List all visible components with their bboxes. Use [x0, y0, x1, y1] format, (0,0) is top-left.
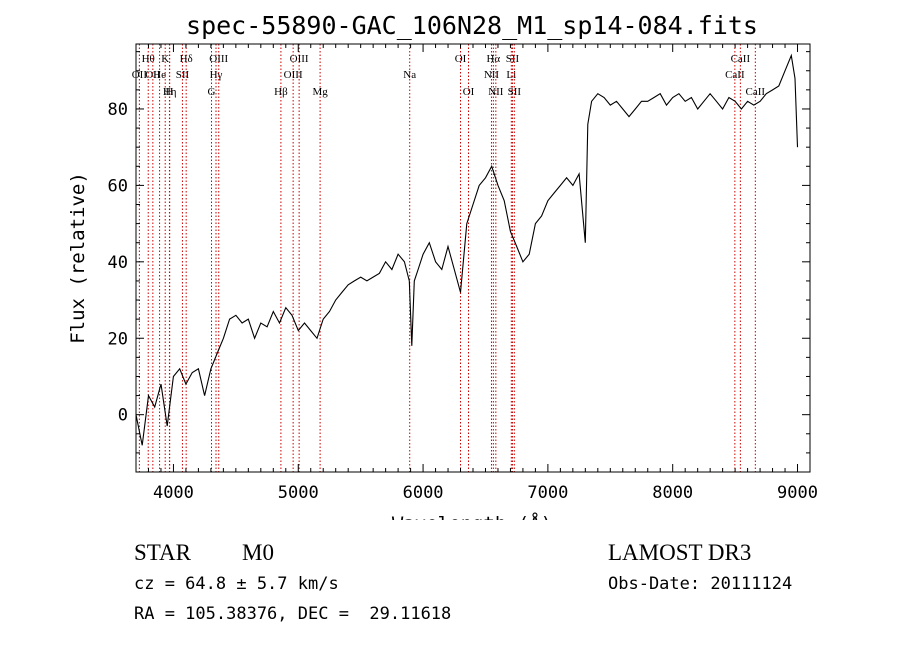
spectral-line-label: G — [208, 86, 216, 98]
spectral-line-label: OIII — [290, 53, 309, 65]
plot-frame — [135, 43, 811, 473]
spectral-line-label: OI — [455, 53, 467, 65]
spectral-line-label: Hβ — [274, 86, 288, 98]
x-tick-label: 8000 — [652, 483, 693, 503]
ra-dec: RA = 105.38376, DEC = 29.11618 — [134, 604, 452, 624]
spectral-line-label: Hθ — [142, 53, 155, 65]
x-tick-label: 4000 — [153, 483, 194, 503]
spectrum-chart: spec-55890-GAC_106N28_M1_sp14-084.fits O… — [67, 11, 818, 520]
spectral-line-label: SII — [508, 86, 522, 98]
spectral-line-label: NII — [488, 86, 504, 98]
y-tick-label: 60 — [108, 176, 128, 196]
y-tick-label: 0 — [118, 406, 128, 426]
object-class: STAR — [134, 540, 191, 565]
spectral-line-label: H — [165, 86, 173, 98]
plot-area: OIIHθOIIHeKHηHSIIHδGHγOIIIHβOIIIOIIIMgNa… — [108, 43, 818, 503]
spectral-line-label: Mg — [312, 86, 328, 98]
spectral-line-label: SII — [176, 69, 190, 81]
redshift-cz: cz = 64.8 ± 5.7 km/s — [134, 574, 339, 594]
survey-name: LAMOST DR3 — [608, 540, 752, 565]
object-subclass: M0 — [242, 540, 274, 565]
spectral-line-label: He — [153, 69, 166, 81]
y-axis-label: Flux (relative) — [67, 172, 89, 344]
y-tick-label: 40 — [108, 253, 128, 273]
spectral-line-label: Li — [506, 69, 516, 81]
x-tick-label: 6000 — [403, 483, 444, 503]
spectrum-line — [135, 53, 799, 446]
x-tick-label: 7000 — [527, 483, 568, 503]
observation-date: Obs-Date: 20111124 — [608, 574, 793, 594]
spectral-line-label: Na — [403, 69, 416, 81]
y-tick-label: 80 — [108, 100, 128, 120]
spectral-line-label: SII — [506, 53, 520, 65]
y-tick-label: 20 — [108, 329, 128, 349]
chart-title: spec-55890-GAC_106N28_M1_sp14-084.fits — [186, 11, 758, 40]
x-tick-label: 9000 — [777, 483, 818, 503]
spectral-line-label: OI — [463, 86, 475, 98]
spectral-line-label: OIII — [284, 69, 303, 81]
spectral-line-label: CaII — [731, 53, 751, 65]
x-tick-label: 5000 — [278, 483, 319, 503]
spectral-line-label: Hγ — [210, 69, 223, 81]
spectral-line-label: NII — [484, 69, 500, 81]
spectral-line-label: K — [161, 53, 169, 65]
spectral-line-label: OII — [145, 69, 161, 81]
spectral-line-label: Hα — [486, 53, 500, 65]
x-axis-label: Wavelength (Å) — [392, 512, 552, 520]
spectral-line-label: CaII — [746, 86, 766, 98]
spectral-line-label: CaII — [725, 69, 745, 81]
spectral-line-label: Hδ — [180, 53, 193, 65]
spectral-line-label: OIII — [209, 53, 228, 65]
spectral-line-label: Hη — [163, 86, 177, 98]
